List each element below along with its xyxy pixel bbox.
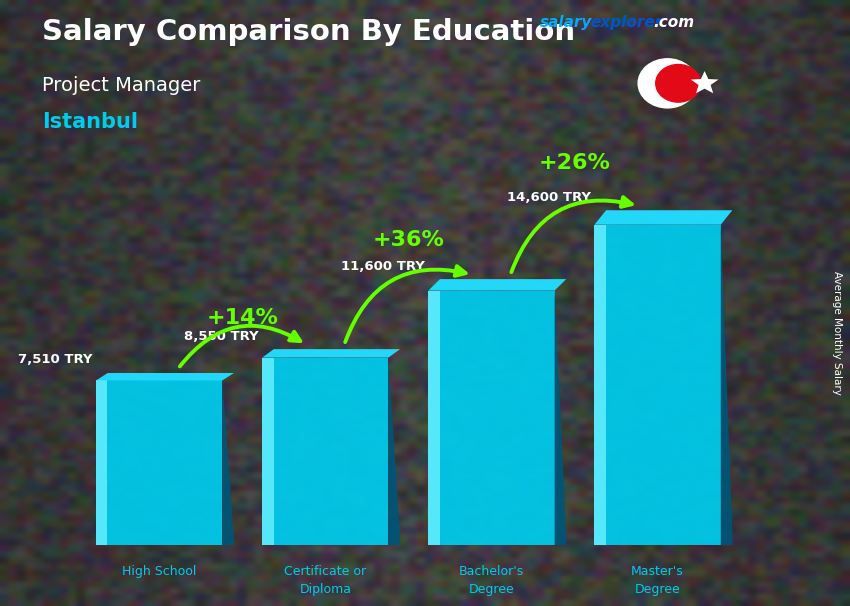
Circle shape bbox=[638, 59, 697, 108]
Text: salary: salary bbox=[540, 15, 592, 30]
Polygon shape bbox=[262, 349, 400, 358]
Text: 7,510 TRY: 7,510 TRY bbox=[18, 353, 93, 367]
Text: Average Monthly Salary: Average Monthly Salary bbox=[832, 271, 842, 395]
Text: 11,600 TRY: 11,600 TRY bbox=[341, 259, 425, 273]
Text: +36%: +36% bbox=[372, 230, 445, 250]
Text: 8,550 TRY: 8,550 TRY bbox=[184, 330, 259, 342]
Text: +26%: +26% bbox=[539, 153, 610, 173]
Polygon shape bbox=[428, 279, 566, 291]
Polygon shape bbox=[388, 358, 400, 545]
Polygon shape bbox=[721, 225, 733, 545]
Polygon shape bbox=[554, 291, 566, 545]
Polygon shape bbox=[594, 225, 721, 545]
Text: Salary Comparison By Education: Salary Comparison By Education bbox=[42, 18, 575, 46]
Text: Master's
Degree: Master's Degree bbox=[632, 565, 684, 596]
Polygon shape bbox=[262, 358, 388, 545]
Text: Project Manager: Project Manager bbox=[42, 76, 201, 95]
Polygon shape bbox=[96, 373, 234, 381]
Text: .com: .com bbox=[653, 15, 694, 30]
Polygon shape bbox=[594, 210, 733, 225]
Polygon shape bbox=[223, 381, 234, 545]
Text: +14%: +14% bbox=[207, 308, 278, 328]
Text: Istanbul: Istanbul bbox=[42, 112, 139, 132]
Polygon shape bbox=[96, 381, 223, 545]
Polygon shape bbox=[428, 291, 554, 545]
Polygon shape bbox=[428, 291, 439, 545]
Text: explorer: explorer bbox=[591, 15, 663, 30]
Text: Certificate or
Diploma: Certificate or Diploma bbox=[284, 565, 366, 596]
Circle shape bbox=[655, 64, 700, 102]
Text: 14,600 TRY: 14,600 TRY bbox=[507, 191, 591, 204]
Text: Bachelor's
Degree: Bachelor's Degree bbox=[459, 565, 524, 596]
Polygon shape bbox=[691, 71, 718, 93]
Polygon shape bbox=[96, 381, 107, 545]
Polygon shape bbox=[262, 358, 274, 545]
Text: High School: High School bbox=[122, 565, 196, 578]
Polygon shape bbox=[594, 225, 606, 545]
